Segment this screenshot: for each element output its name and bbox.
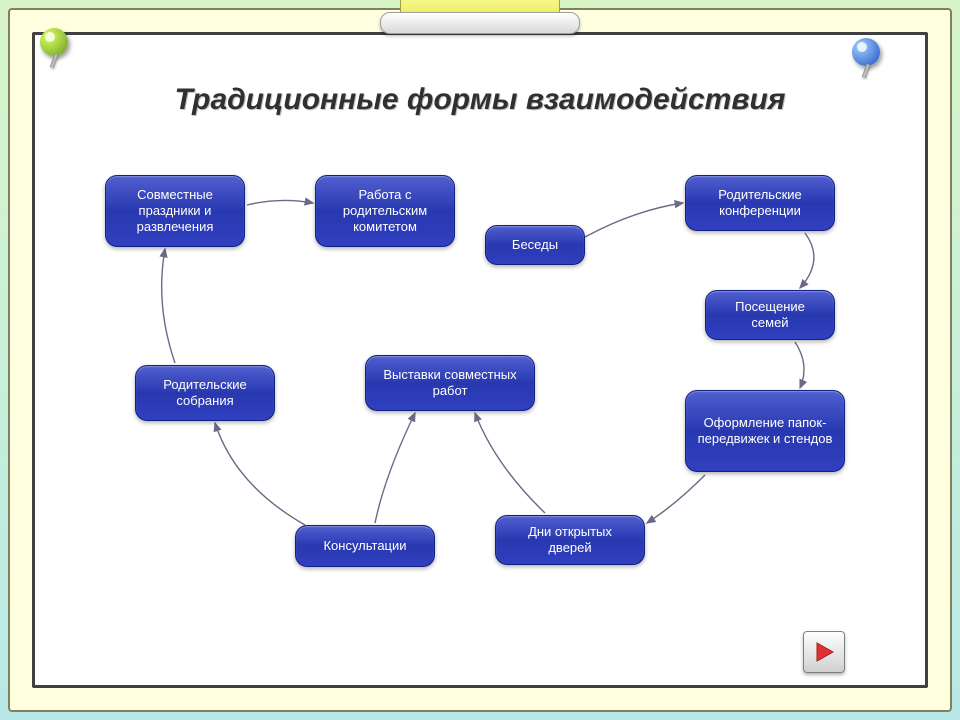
edge-n1-n2: [247, 200, 313, 205]
node-n10: Выставки совместных работ: [365, 355, 535, 411]
node-n2: Работа с родительским комитетом: [315, 175, 455, 247]
next-slide-button[interactable]: [803, 631, 845, 673]
node-n8: Консультации: [295, 525, 435, 567]
node-n5: Посещение семей: [705, 290, 835, 340]
slide-title: Традиционные формы взаимодействия: [35, 83, 925, 117]
node-n9: Родительские собрания: [135, 365, 275, 421]
pushpin-right: [852, 38, 880, 66]
node-n7: Дни открытых дверей: [495, 515, 645, 565]
edge-n6-n7: [647, 475, 705, 523]
node-n3: Беседы: [485, 225, 585, 265]
clipboard-clip: [380, 0, 580, 36]
edge-n10-n8: [375, 413, 415, 523]
edge-n8-n9: [215, 423, 305, 525]
edge-n3-n4: [585, 203, 683, 237]
whiteboard: Традиционные формы взаимодействия Совмес…: [32, 32, 928, 688]
outer-mat: Традиционные формы взаимодействия Совмес…: [8, 8, 952, 712]
node-n6: Оформление папок-передвижек и стендов: [685, 390, 845, 472]
node-n4: Родительские конференции: [685, 175, 835, 231]
node-n1: Совместные праздники и развлечения: [105, 175, 245, 247]
pushpin-left: [40, 28, 68, 56]
edge-n4-n5: [800, 233, 814, 288]
edge-n9-n1: [162, 249, 175, 363]
flow-diagram: Совместные праздники и развлечения Работа…: [65, 155, 895, 655]
play-icon: [813, 641, 835, 663]
edge-n7-n10: [475, 413, 545, 513]
edge-n5-n6: [795, 342, 804, 388]
